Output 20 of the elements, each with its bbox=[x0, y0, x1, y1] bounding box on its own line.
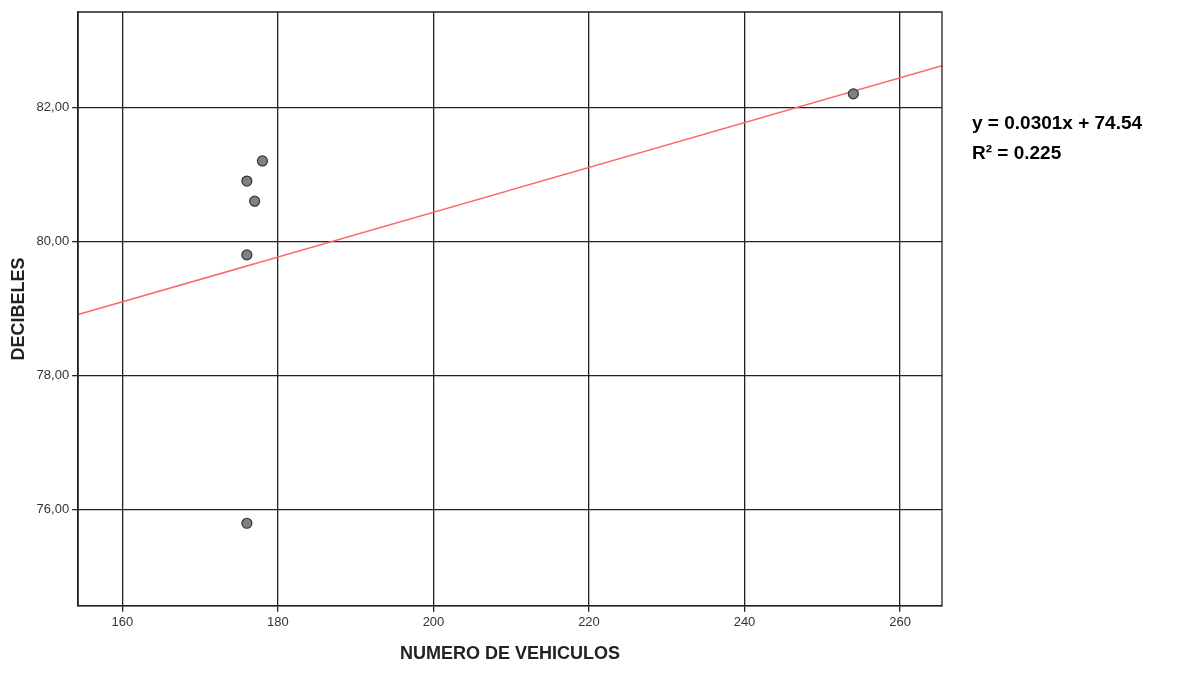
x-tick-label: 160 bbox=[111, 614, 134, 630]
y-tick-label: 82,00 bbox=[36, 98, 70, 114]
point bbox=[249, 195, 261, 207]
x-tick-label: 200 bbox=[422, 614, 445, 630]
y-axis-title: DECIBELES bbox=[7, 257, 28, 361]
y-tick-label: 80,00 bbox=[36, 233, 70, 249]
text: R² = 0.225 bbox=[972, 141, 1063, 165]
x-tick-label: 180 bbox=[267, 614, 289, 630]
text: y = 0.0301x + 74.54 bbox=[972, 111, 1143, 135]
x-tick-label: 220 bbox=[578, 614, 600, 630]
point bbox=[241, 249, 253, 261]
point bbox=[241, 517, 253, 529]
y-tick-label: 76,00 bbox=[36, 501, 70, 517]
x-tick-label: 240 bbox=[733, 614, 756, 630]
x-axis-title: NUMERO DE VEHICULOS bbox=[400, 643, 621, 664]
y-tick-label: 78,00 bbox=[36, 367, 70, 383]
point bbox=[256, 155, 269, 167]
point bbox=[241, 175, 253, 187]
x-tick-label: 260 bbox=[889, 614, 911, 630]
point bbox=[847, 88, 859, 100]
